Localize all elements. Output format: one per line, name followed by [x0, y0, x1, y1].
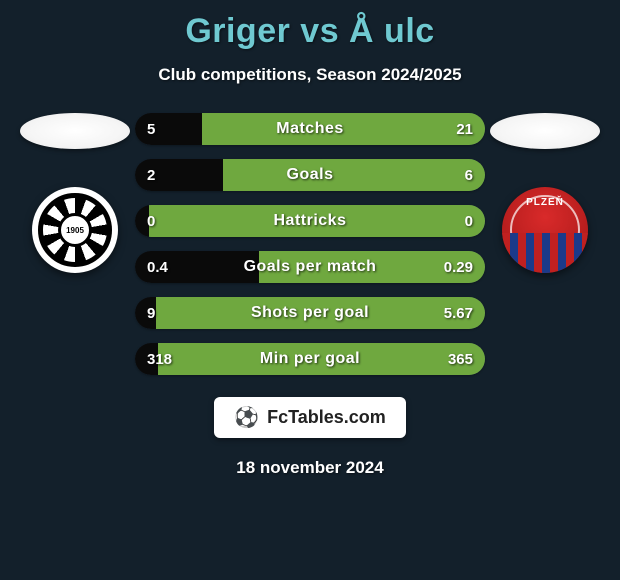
- main-row: 1905 521Matches 26Goals 00Hattricks 0.40.29…: [0, 113, 620, 375]
- stat-label: Matches: [135, 113, 485, 145]
- stat-row: 318365Min per goal: [135, 343, 485, 375]
- right-player-photo: [490, 113, 600, 149]
- right-club-top-text: PLZEŇ: [502, 197, 588, 208]
- stat-label: Hattricks: [135, 205, 485, 237]
- page-subtitle: Club competitions, Season 2024/2025: [158, 65, 461, 85]
- soccer-ball-icon: ⚽: [234, 408, 259, 428]
- right-club-logo: PLZEŇ: [502, 187, 588, 273]
- right-side-col: PLZEŇ: [485, 113, 605, 375]
- stat-row: 00Hattricks: [135, 205, 485, 237]
- brand-box[interactable]: ⚽ FcTables.com: [214, 397, 406, 438]
- page-root: Griger vs Å ulc Club competitions, Seaso…: [0, 0, 620, 580]
- date-label: 18 november 2024: [236, 458, 383, 478]
- stat-label: Min per goal: [135, 343, 485, 375]
- left-side-col: 1905: [15, 113, 135, 375]
- stat-row: 0.40.29Goals per match: [135, 251, 485, 283]
- stat-row: 26Goals: [135, 159, 485, 191]
- brand-text: FcTables.com: [267, 407, 386, 428]
- left-player-photo: [20, 113, 130, 149]
- right-club-stripes: [502, 233, 588, 273]
- left-club-center-text: 1905: [32, 187, 118, 273]
- stat-row: 95.67Shots per goal: [135, 297, 485, 329]
- stat-row: 521Matches: [135, 113, 485, 145]
- left-club-logo: 1905: [32, 187, 118, 273]
- stat-label: Goals: [135, 159, 485, 191]
- stats-bars: 521Matches 26Goals 00Hattricks 0.40.29Goals…: [135, 113, 485, 375]
- page-title: Griger vs Å ulc: [185, 12, 434, 51]
- stat-label: Goals per match: [135, 251, 485, 283]
- stat-label: Shots per goal: [135, 297, 485, 329]
